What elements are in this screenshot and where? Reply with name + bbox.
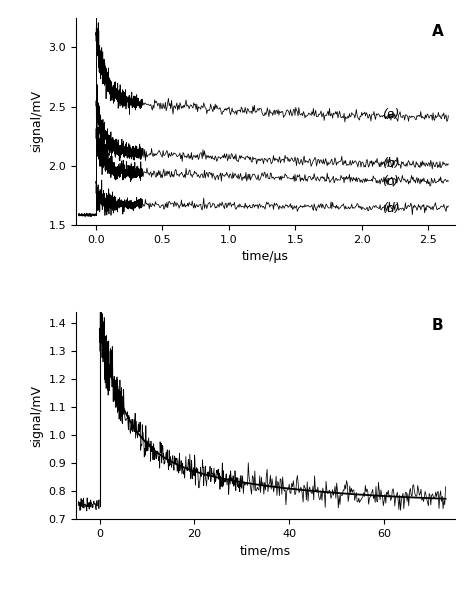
Y-axis label: signal/mV: signal/mV [30, 385, 43, 447]
X-axis label: time/μs: time/μs [242, 250, 289, 263]
Y-axis label: signal/mV: signal/mV [30, 90, 43, 152]
X-axis label: time/ms: time/ms [240, 545, 291, 558]
Text: (c): (c) [382, 175, 399, 188]
Text: (d): (d) [382, 202, 400, 215]
Text: (b): (b) [382, 157, 400, 170]
Text: B: B [432, 318, 444, 333]
Text: A: A [432, 24, 444, 39]
Text: (a): (a) [382, 109, 399, 122]
